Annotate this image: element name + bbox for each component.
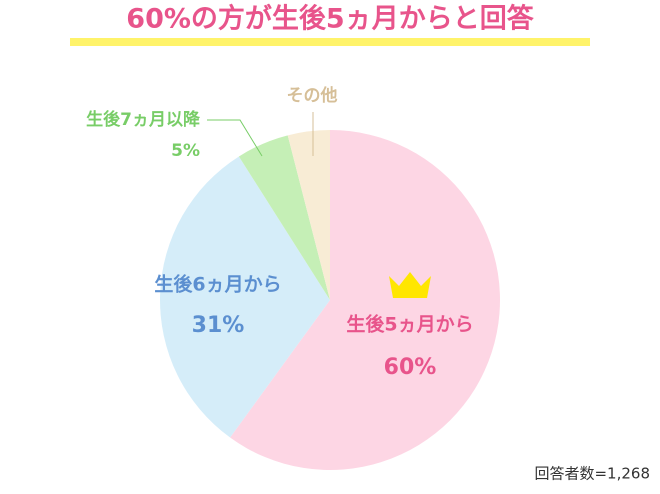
slice-label: 生後5ヵ月から [346, 313, 473, 336]
pie-slice [230, 130, 500, 470]
value-label: 5% [171, 141, 200, 161]
pie [159, 130, 500, 470]
pie-slice [159, 156, 330, 438]
pie-slice [287, 130, 330, 300]
title-underline [70, 38, 590, 46]
note: 回答者数=1,268 [534, 465, 650, 483]
pie-slice [238, 135, 330, 300]
value-label: 60% [384, 355, 437, 380]
crown-icon [389, 272, 431, 298]
chart-title: 60%の方が生後5ヵ月からと回答 [126, 3, 534, 35]
slice-label: その他 [287, 85, 338, 106]
value-label: 31% [192, 313, 245, 338]
slice-label: 生後7ヵ月以降 [86, 109, 201, 130]
slice-label: 生後6ヵ月から [154, 273, 281, 296]
leader-line [207, 119, 263, 157]
